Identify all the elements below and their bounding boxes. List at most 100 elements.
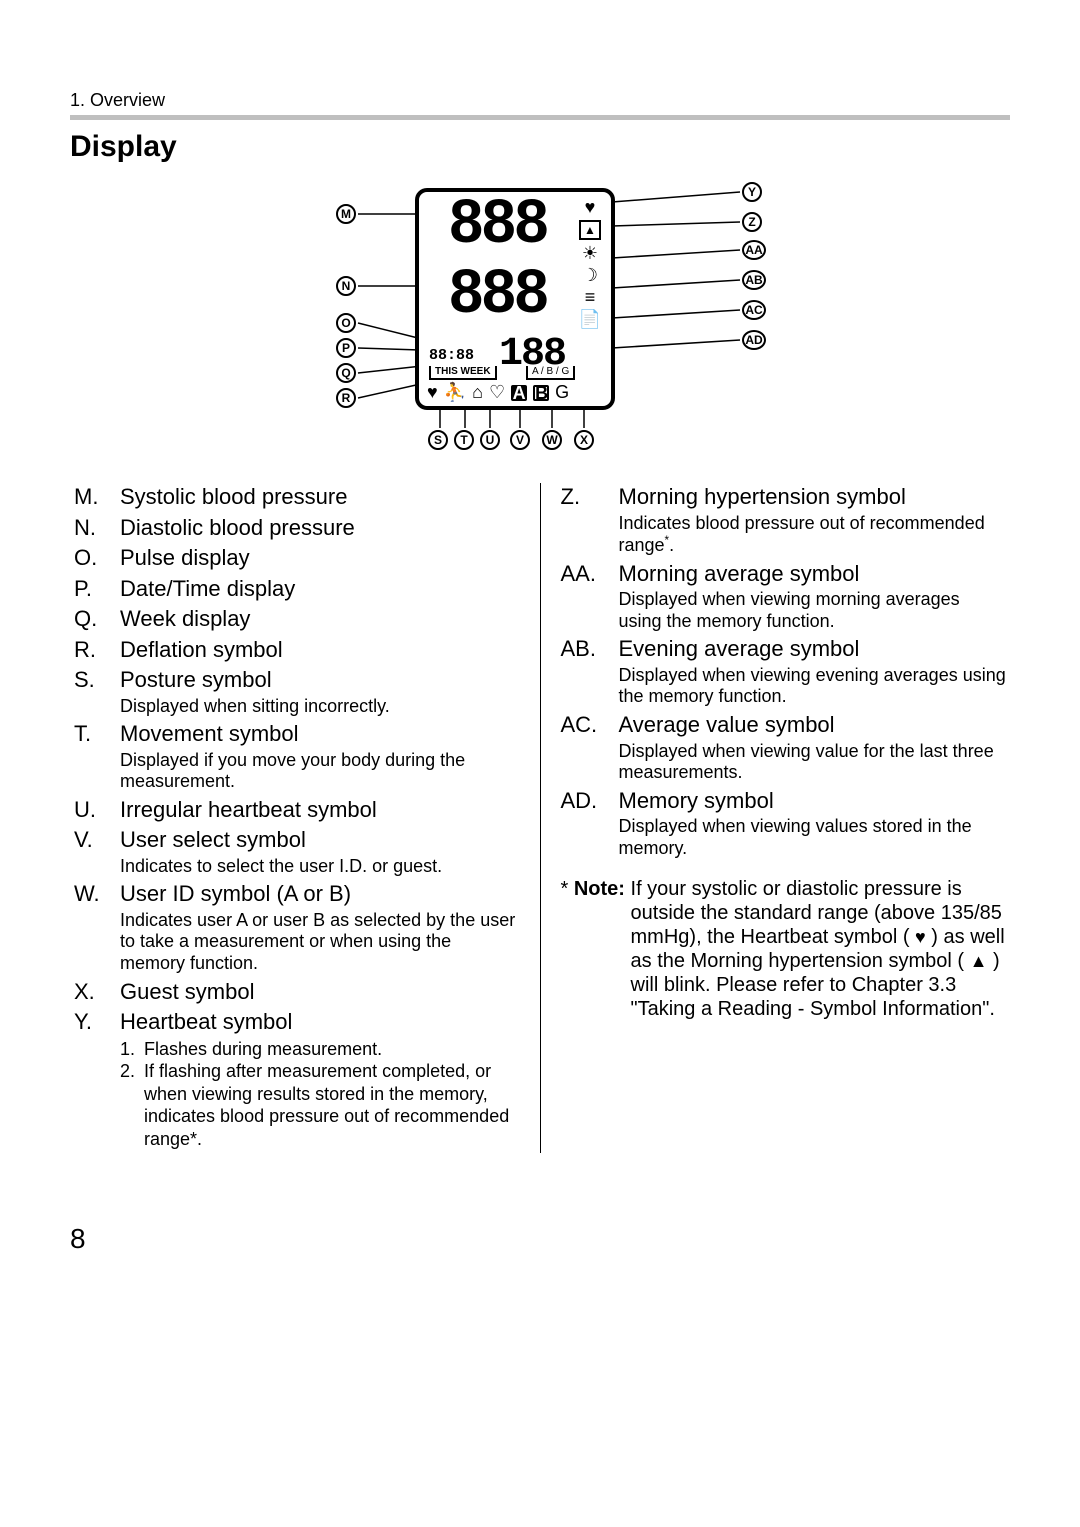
legend-item-id: M. (74, 483, 120, 511)
legend-item-id: AA. (561, 560, 619, 633)
movement-icon: ⌂ (472, 382, 483, 403)
legend-item-detail: Indicates user A or user B as selected b… (120, 910, 520, 975)
legend-item: Q.Week display (74, 605, 520, 633)
legend-item-detail: Displayed when viewing morning averages … (619, 589, 1007, 632)
page-number: 8 (70, 1223, 1010, 1255)
legend-item-id: AC. (561, 711, 619, 784)
hypertension-icon: ▲ (579, 220, 601, 240)
legend-item-title: Movement symbol (120, 720, 520, 748)
legend-item-detail: Displayed when viewing value for the las… (619, 741, 1007, 784)
divider (70, 115, 1010, 120)
legend-item-id: W. (74, 880, 120, 974)
legend-item-detail: Displayed when viewing evening averages … (619, 665, 1007, 708)
memory-icon: 📄 (579, 310, 601, 328)
legend-item-title: Morning average symbol (619, 560, 1007, 588)
callout-AB: AB (742, 270, 766, 290)
legend-item: N.Diastolic blood pressure (74, 514, 520, 542)
note-block: * Note: If your systolic or diastolic pr… (561, 877, 1007, 1021)
deflation-icon: ♥ (427, 382, 438, 403)
callout-M: M (336, 204, 356, 224)
callout-R: R (336, 388, 356, 408)
legend-item-title: Pulse display (120, 544, 520, 572)
legend-item-id: U. (74, 796, 120, 824)
legend-item-detail: Indicates to select the user I.D. or gue… (120, 856, 520, 878)
legend-item-title: Average value symbol (619, 711, 1007, 739)
legend-item-sublist: 1.Flashes during measurement.2.If flashi… (120, 1038, 520, 1151)
callout-Z: Z (742, 212, 762, 232)
legend-item-title: Systolic blood pressure (120, 483, 520, 511)
legend-item-detail: Displayed if you move your body during t… (120, 750, 520, 793)
legend-item-detail: Displayed when viewing values stored in … (619, 816, 1007, 859)
callout-P: P (336, 338, 356, 358)
legend-item-id: Y. (74, 1008, 120, 1150)
legend-item: M.Systolic blood pressure (74, 483, 520, 511)
callout-Q: Q (336, 363, 356, 383)
legend-item-detail: Indicates blood pressure out of recommen… (619, 513, 1007, 557)
average-icon: ≡ (585, 288, 596, 306)
chapter-label: 1. Overview (70, 90, 1010, 111)
legend-item: V.User select symbolIndicates to select … (74, 826, 520, 877)
callout-W: W (542, 430, 562, 450)
legend-item-title: Posture symbol (120, 666, 520, 694)
legend-right-column: Z.Morning hypertension symbolIndicates b… (541, 483, 1011, 1153)
legend-item: R.Deflation symbol (74, 636, 520, 664)
legend-item-id: S. (74, 666, 120, 717)
callout-AA: AA (742, 240, 766, 260)
legend-item-title: User ID symbol (A or B) (120, 880, 520, 908)
legend-item-id: R. (74, 636, 120, 664)
callout-Y: Y (742, 182, 762, 202)
legend-item-id: N. (74, 514, 120, 542)
legend-item-title: Guest symbol (120, 978, 520, 1006)
heartbeat-icon: ♥ (915, 927, 926, 949)
legend-left-column: M.Systolic blood pressureN.Diastolic blo… (70, 483, 541, 1153)
legend-item-title: Heartbeat symbol (120, 1008, 520, 1036)
callout-X: X (574, 430, 594, 450)
callout-O: O (336, 313, 356, 333)
legend-item: Z.Morning hypertension symbolIndicates b… (561, 483, 1007, 557)
user-b-icon: B (533, 385, 549, 401)
legend-item-id: X. (74, 978, 120, 1006)
this-week-label: THIS WEEK (429, 366, 497, 380)
evening-icon: ☽ (582, 266, 598, 284)
legend-item: Y.Heartbeat symbol1.Flashes during measu… (74, 1008, 520, 1150)
legend-item-title: Diastolic blood pressure (120, 514, 520, 542)
legend-item: P.Date/Time display (74, 575, 520, 603)
legend-item-detail: Displayed when sitting incorrectly. (120, 696, 520, 718)
legend-item-title: Evening average symbol (619, 635, 1007, 663)
legend-item-id: O. (74, 544, 120, 572)
legend-item-id: AD. (561, 787, 619, 860)
legend: M.Systolic blood pressureN.Diastolic blo… (70, 483, 1010, 1153)
legend-item-id: Z. (561, 483, 619, 557)
callout-N: N (336, 276, 356, 296)
section-title: Display (70, 130, 1010, 164)
display-diagram: 888 888 188 88:88 THIS WEEK A / B / G ♥ … (70, 178, 1010, 463)
callout-V: V (510, 430, 530, 450)
legend-item-title: Date/Time display (120, 575, 520, 603)
legend-item: X.Guest symbol (74, 978, 520, 1006)
legend-item-title: Irregular heartbeat symbol (120, 796, 520, 824)
date-time-digits: 88:88 (429, 347, 474, 364)
callout-U: U (480, 430, 500, 450)
legend-item: T.Movement symbolDisplayed if you move y… (74, 720, 520, 793)
legend-item-title: Deflation symbol (120, 636, 520, 664)
posture-icon: ⛹ (444, 382, 466, 403)
heartbeat-icon: ♥ (585, 198, 596, 216)
callout-T: T (454, 430, 474, 450)
legend-item-title: Morning hypertension symbol (619, 483, 1007, 511)
legend-item-id: V. (74, 826, 120, 877)
user-a-icon: A (511, 385, 527, 401)
legend-item-id: P. (74, 575, 120, 603)
legend-item: S.Posture symbolDisplayed when sitting i… (74, 666, 520, 717)
morning-icon: ☀ (582, 244, 598, 262)
abg-label: A / B / G (526, 366, 575, 380)
legend-item-title: User select symbol (120, 826, 520, 854)
diastolic-digits: 888 (431, 266, 564, 330)
legend-item: O.Pulse display (74, 544, 520, 572)
legend-item: AB.Evening average symbolDisplayed when … (561, 635, 1007, 708)
hypertension-icon: ▲ (970, 951, 988, 973)
legend-item: AD.Memory symbolDisplayed when viewing v… (561, 787, 1007, 860)
guest-icon: G (555, 382, 569, 403)
legend-item: AA.Morning average symbolDisplayed when … (561, 560, 1007, 633)
legend-item-title: Week display (120, 605, 520, 633)
legend-item-id: T. (74, 720, 120, 793)
